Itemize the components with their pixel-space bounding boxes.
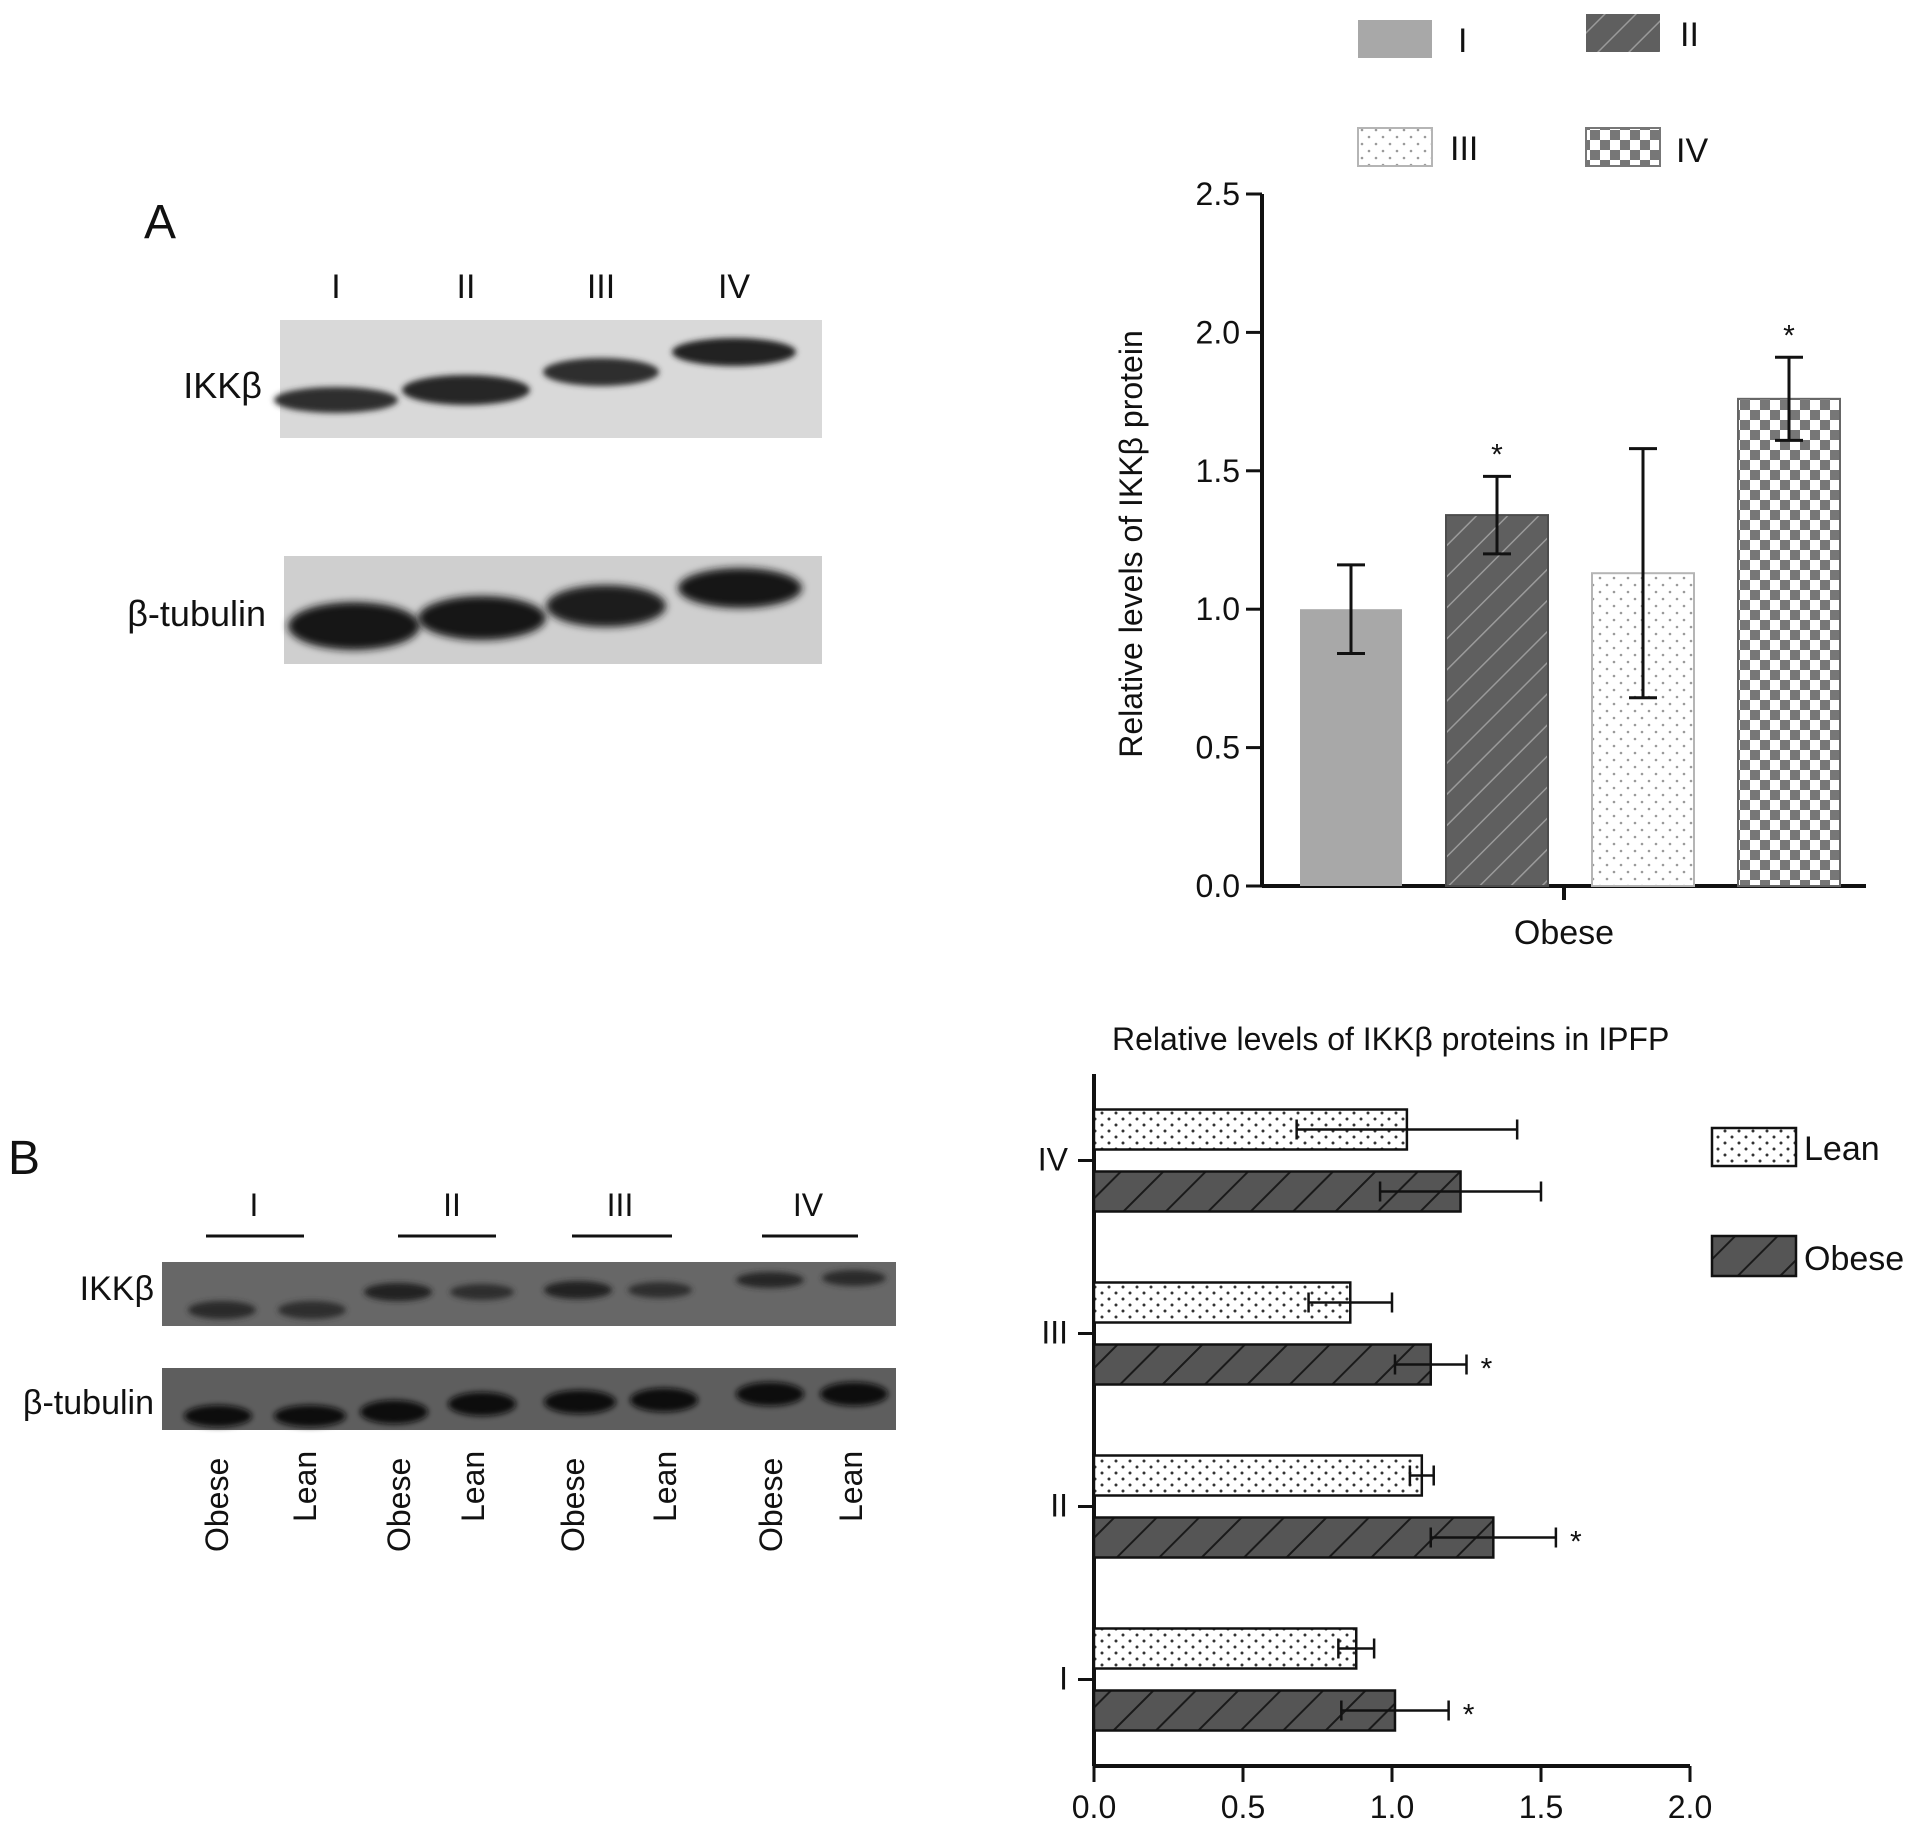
significance-marker: * — [1783, 319, 1795, 352]
blot-b-ikkb-strip — [162, 1262, 896, 1326]
legend-label-iv: IV — [1676, 132, 1708, 170]
x-tick-label: 1.0 — [1370, 1789, 1414, 1825]
blot-b-lane-label: Obese — [199, 1458, 235, 1552]
y-tick-label: 1.5 — [1196, 453, 1240, 489]
bar — [1092, 1627, 1358, 1670]
chart-b-legend: Lean Obese — [1710, 1126, 1904, 1278]
blot-a-lane-label: IV — [718, 268, 750, 306]
blot-b-group-label: III — [607, 1187, 634, 1223]
significance-marker: * — [1463, 1699, 1475, 1732]
bar — [1300, 609, 1402, 886]
chart-a: I II III IV 0.0 0.5 1.0 1.5 2.0 2.5 Rela… — [1113, 14, 1866, 952]
bar — [1737, 397, 1841, 887]
blot-b-group-label: I — [250, 1187, 259, 1223]
chart-a-x-axis-title: Obese — [1514, 914, 1614, 952]
y-tick-label: 2.5 — [1196, 176, 1240, 212]
category-label: III — [1041, 1315, 1068, 1351]
blot-b-group-label: II — [443, 1187, 461, 1223]
significance-marker: * — [1491, 438, 1503, 471]
blot-b-row-label-ikkb: IKKβ — [80, 1270, 154, 1308]
blot-a-lane-label: II — [457, 268, 476, 306]
blot-a-lane-labels: I II III IV — [331, 268, 750, 306]
legend-label-lean: Lean — [1804, 1130, 1880, 1168]
bar — [1092, 1343, 1432, 1386]
blot-b-group-label: IV — [793, 1187, 824, 1223]
y-tick-label: 0.5 — [1196, 730, 1240, 766]
chart-b-title: Relative levels of IKKβ proteins in IPFP — [1112, 1021, 1669, 1057]
legend-swatch-iii — [1357, 127, 1433, 167]
significance-marker: * — [1481, 1353, 1493, 1386]
legend-label-obese: Obese — [1804, 1240, 1904, 1278]
blot-a-lane-label: I — [331, 268, 340, 306]
chart-b-plot-area: * * * — [1078, 1074, 1692, 1782]
bar — [1092, 1454, 1424, 1497]
category-label: II — [1050, 1488, 1068, 1524]
blot-a-row-label-ikkb: IKKβ — [183, 365, 262, 406]
bar — [1092, 1516, 1495, 1559]
x-tick-label: 0.5 — [1221, 1789, 1265, 1825]
legend-label-ii: II — [1680, 16, 1699, 54]
blot-b-group-labels: I II III IV — [206, 1187, 858, 1238]
legend-swatch-ii — [1586, 14, 1660, 52]
x-tick-label: 1.5 — [1519, 1789, 1563, 1825]
bar — [1445, 514, 1549, 887]
significance-marker: * — [1570, 1526, 1582, 1559]
blot-b-row-label-tubulin: β-tubulin — [23, 1384, 154, 1422]
chart-b-x-ticks: 0.0 0.5 1.0 1.5 2.0 — [1072, 1789, 1712, 1825]
blot-b-lane-label: Obese — [753, 1458, 789, 1552]
blot-a-row-label-tubulin: β-tubulin — [127, 593, 266, 634]
panel-b-label: B — [8, 1132, 40, 1185]
legend-swatch-obese — [1710, 1234, 1798, 1278]
blot-b-tubulin-strip — [162, 1368, 896, 1430]
legend-label-iii: III — [1450, 130, 1478, 168]
category-label: IV — [1038, 1142, 1069, 1178]
blot-b-lane-label: Lean — [455, 1451, 491, 1522]
x-tick-label: 2.0 — [1668, 1789, 1712, 1825]
chart-a-legend: I II III IV — [1357, 14, 1708, 170]
panel-a-label: A — [144, 196, 176, 249]
chart-a-plot-area: ** — [1246, 192, 1866, 900]
chart-b-category-labels: IV III II I — [1038, 1142, 1069, 1697]
legend-swatch-i — [1358, 20, 1432, 58]
category-label: I — [1059, 1661, 1068, 1697]
x-tick-label: 0.0 — [1072, 1789, 1116, 1825]
y-tick-label: 1.0 — [1196, 591, 1240, 627]
chart-a-y-axis-title: Relative levels of IKKβ protein — [1113, 330, 1149, 758]
blot-a-ikkb-strip — [274, 320, 822, 438]
legend-swatch-iv — [1585, 127, 1661, 167]
blot-b-lane-label: Lean — [833, 1451, 869, 1522]
chart-a-y-ticks: 0.0 0.5 1.0 1.5 2.0 2.5 — [1196, 176, 1240, 904]
blot-b-lane-labels: Obese Lean Obese Lean Obese Lean Obese L… — [199, 1451, 869, 1552]
y-tick-label: 0.0 — [1196, 868, 1240, 904]
bar — [1092, 1281, 1352, 1324]
legend-swatch-lean — [1710, 1126, 1798, 1168]
blot-a-lane-label: III — [587, 268, 615, 306]
legend-label-i: I — [1458, 22, 1467, 60]
blot-a-tubulin-strip — [284, 556, 822, 664]
blot-b-lane-label: Lean — [287, 1451, 323, 1522]
blot-b-lane-label: Obese — [555, 1458, 591, 1552]
blot-b-lane-label: Obese — [381, 1458, 417, 1552]
chart-b: Relative levels of IKKβ proteins in IPFP… — [1038, 1021, 1904, 1825]
blot-b-lane-label: Lean — [647, 1451, 683, 1522]
y-tick-label: 2.0 — [1196, 314, 1240, 350]
